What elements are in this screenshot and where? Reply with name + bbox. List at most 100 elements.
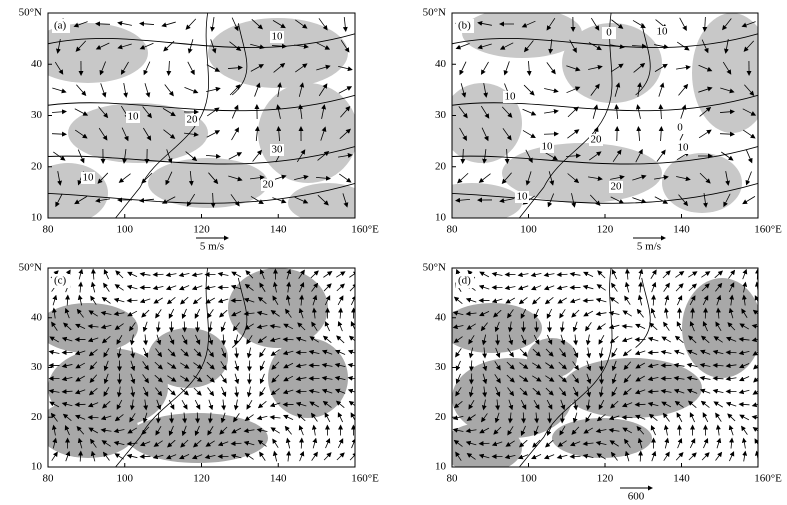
wind-arrow	[126, 284, 138, 290]
wind-arrow	[522, 130, 536, 139]
wind-arrow	[468, 399, 475, 410]
wind-arrow	[721, 151, 734, 161]
wind-arrow	[127, 427, 138, 434]
wind-arrow	[231, 104, 239, 119]
wind-arrow	[325, 437, 331, 449]
wind-arrow	[572, 412, 578, 424]
wind-arrow	[272, 20, 286, 29]
wind-arrow	[103, 282, 110, 292]
y-tick-label: 30	[435, 109, 447, 121]
wind-arrow	[699, 362, 711, 368]
wind-arrow	[573, 399, 579, 411]
wind-arrow	[589, 151, 602, 161]
wind-arrow	[114, 284, 124, 291]
contour-label: 20	[591, 134, 603, 146]
wind-arrow	[311, 451, 318, 461]
wind-arrow	[673, 388, 685, 394]
wind-arrow	[582, 441, 594, 447]
wind-arrow	[272, 281, 278, 293]
wind-arrow	[139, 21, 155, 27]
wind-arrow	[245, 270, 254, 279]
wind-arrow	[130, 360, 136, 372]
wind-arrow	[534, 412, 540, 424]
wind-arrow	[525, 171, 532, 186]
map-content	[48, 268, 355, 467]
wind-arrow	[51, 131, 67, 137]
wind-arrow	[585, 399, 591, 411]
wind-arrow	[50, 412, 58, 422]
wind-arrow	[546, 399, 553, 410]
wind-arrow	[283, 323, 294, 330]
wind-arrow	[284, 425, 292, 435]
wind-arrow	[651, 281, 657, 293]
wind-arrow	[544, 88, 559, 94]
wind-arrow	[481, 399, 487, 411]
x-tick-label: 100	[520, 224, 537, 236]
contour-label-bg	[602, 27, 616, 39]
wind-arrow	[143, 347, 149, 358]
wind-arrow	[120, 61, 129, 75]
contour-label-bg	[609, 181, 623, 193]
wind-arrow	[180, 348, 189, 357]
wind-arrow	[74, 196, 88, 205]
wind-arrow	[64, 425, 70, 436]
shaded-area	[128, 413, 268, 463]
wind-arrow	[495, 386, 501, 397]
wind-arrow	[482, 149, 488, 164]
wind-arrow	[676, 412, 683, 423]
wind-arrow	[507, 412, 513, 424]
wind-arrow	[468, 335, 475, 345]
wind-arrow	[714, 270, 724, 279]
wind-arrow	[156, 399, 162, 411]
wind-arrow	[207, 321, 213, 333]
contour-label: 10	[128, 111, 140, 123]
wind-arrow	[61, 389, 73, 395]
wind-arrow	[206, 64, 221, 72]
wind-arrow	[713, 336, 723, 343]
contour-label: 10	[83, 172, 95, 184]
wind-arrow	[559, 387, 567, 397]
wind-arrow	[153, 440, 163, 447]
wind-arrow	[337, 320, 343, 332]
wind-arrow	[178, 272, 190, 278]
wind-arrow	[477, 43, 492, 50]
wind-arrow	[161, 21, 176, 28]
wind-arrow	[155, 387, 163, 397]
wind-arrow	[155, 309, 162, 319]
wind-arrow	[565, 153, 581, 159]
wind-arrow	[63, 322, 72, 331]
wind-arrow	[73, 21, 88, 28]
wind-arrow	[208, 399, 214, 411]
shaded-area	[148, 158, 268, 208]
wind-arrow	[309, 336, 319, 343]
wind-arrow	[76, 84, 87, 97]
wind-arrow	[244, 323, 254, 330]
wind-arrow	[532, 362, 542, 369]
wind-arrow	[742, 196, 756, 205]
wind-arrow	[89, 374, 98, 384]
wind-arrow	[506, 374, 515, 383]
wind-arrow	[77, 294, 83, 306]
wind-arrow	[114, 453, 124, 460]
wind-arrow	[204, 285, 216, 291]
wind-arrow	[533, 399, 540, 410]
wind-arrow	[725, 363, 737, 369]
wind-arrow	[256, 310, 268, 316]
y-tick-label: 20	[31, 411, 43, 423]
wind-arrow	[585, 334, 591, 346]
wind-arrow	[286, 268, 292, 280]
wind-arrow	[324, 295, 331, 306]
scale-label: 5 m/s	[637, 241, 661, 253]
wind-arrow	[523, 40, 534, 53]
wind-arrow	[99, 61, 106, 76]
wind-arrow	[207, 309, 214, 319]
wind-arrow	[336, 271, 346, 278]
wind-arrow	[501, 106, 513, 118]
wind-arrow	[75, 375, 86, 382]
wind-arrow	[142, 412, 148, 424]
wind-arrow	[194, 308, 201, 319]
wind-arrow	[548, 38, 554, 54]
contour-line	[48, 146, 355, 165]
wind-arrow	[130, 386, 136, 398]
wind-arrow	[178, 285, 190, 291]
